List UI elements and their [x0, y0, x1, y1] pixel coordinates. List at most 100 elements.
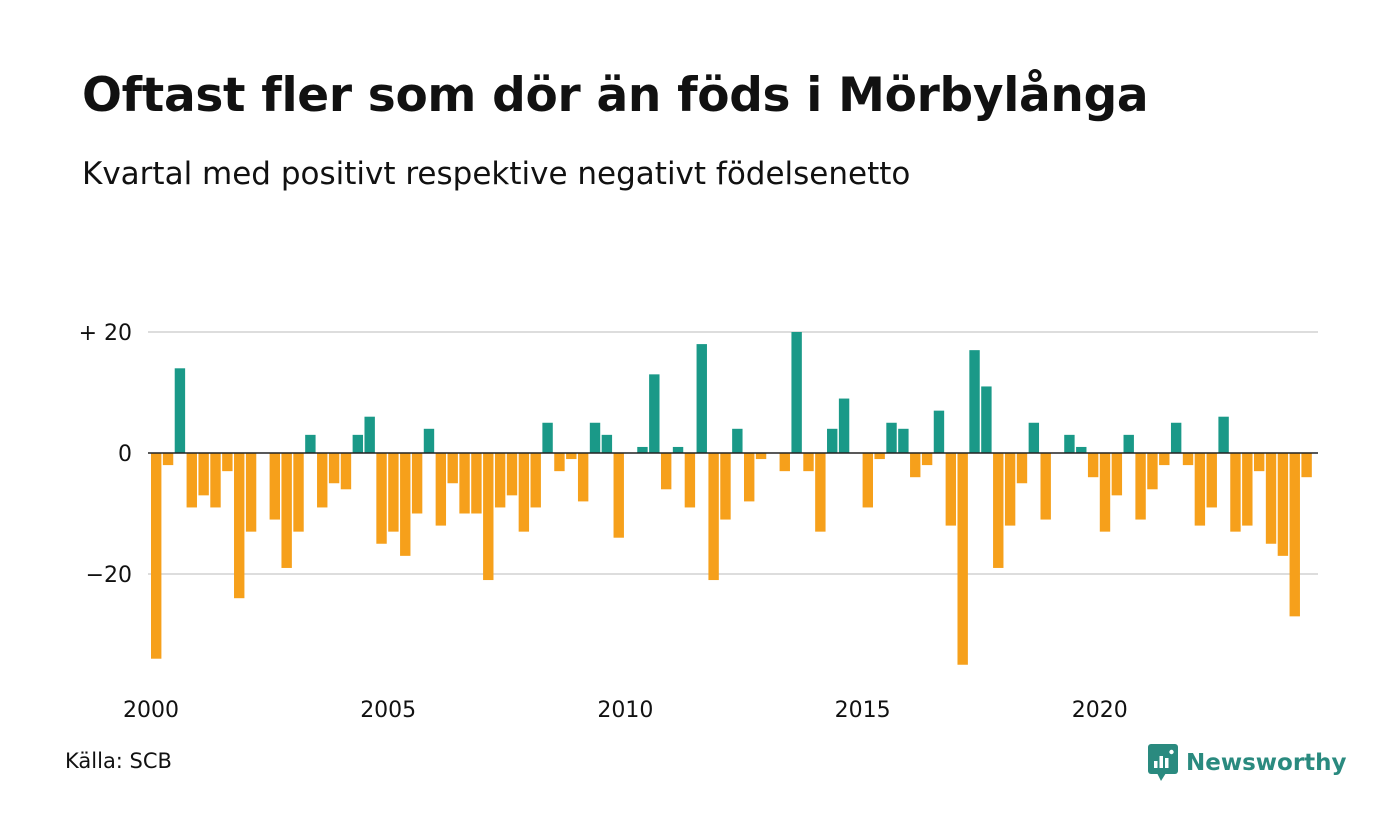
bar-positive: [352, 434, 364, 453]
bar-negative: [400, 453, 411, 556]
y-tick-label: 0: [118, 442, 132, 467]
bar-negative: [566, 453, 577, 460]
bar-negative: [1301, 453, 1312, 478]
bar-positive: [423, 428, 435, 453]
bar-negative: [222, 453, 233, 472]
bar-negative: [1099, 453, 1111, 532]
x-tick-label: 2020: [1072, 698, 1128, 723]
bar-positive: [637, 446, 648, 453]
bar-negative: [210, 453, 221, 508]
bar-positive: [1064, 434, 1075, 453]
bar-negative: [328, 453, 340, 484]
bar-negative: [494, 453, 506, 508]
bar-positive: [696, 344, 707, 453]
bar-negative: [957, 453, 968, 665]
bar-positive: [589, 422, 601, 453]
x-tick-label: 2005: [360, 698, 416, 723]
bar-positive: [898, 428, 909, 453]
x-tick-label: 2010: [597, 698, 653, 723]
bar-negative: [234, 453, 245, 599]
bar-negative: [554, 453, 565, 472]
bar-positive: [838, 398, 850, 453]
bar-negative: [281, 453, 292, 568]
bar-negative: [530, 453, 541, 508]
bar-negative: [1004, 453, 1016, 526]
bar-negative: [1159, 453, 1170, 466]
bar-positive: [981, 386, 992, 453]
bar-positive: [305, 434, 316, 453]
bar-negative: [388, 453, 399, 532]
bar-negative: [1194, 453, 1206, 526]
bar-negative: [435, 453, 447, 526]
bar-positive: [969, 350, 980, 453]
bar-negative: [269, 453, 280, 520]
bar-negative: [613, 453, 624, 538]
bar-positive: [1123, 434, 1134, 453]
x-tick-label: 2000: [123, 698, 179, 723]
bar-positive: [542, 422, 553, 453]
x-tick-label: 2015: [835, 698, 891, 723]
bar-negative: [708, 453, 719, 581]
bar-negative: [411, 453, 423, 514]
bar-negative: [1182, 453, 1194, 466]
bar-negative: [1265, 453, 1277, 544]
bar-negative: [340, 453, 352, 490]
chart-subtitle: Kvartal med positivt respektive negativt…: [82, 156, 911, 192]
bar-negative: [803, 453, 814, 472]
bar-negative: [506, 453, 518, 496]
bar-negative: [1111, 453, 1123, 496]
bar-negative: [744, 453, 755, 502]
bar-negative: [293, 453, 304, 532]
bar-negative: [1016, 453, 1028, 484]
newsworthy-logo-icon: [1148, 744, 1178, 781]
bar-negative: [910, 453, 921, 478]
bar-negative: [459, 453, 470, 514]
bar-positive: [1076, 446, 1087, 453]
chart-title: Oftast fler som dör än föds i Mörbylånga: [82, 68, 1149, 123]
bar-negative: [945, 453, 957, 526]
bar-positive: [601, 434, 613, 453]
bar-negative: [186, 453, 197, 508]
bar-positive: [364, 416, 375, 453]
bar-positive: [791, 332, 802, 453]
x-axis-labels: 2000 2005 2010 2015 2020: [123, 698, 1128, 723]
bar-negative: [1230, 453, 1241, 532]
bar-negative: [1253, 453, 1265, 472]
bar-negative: [684, 453, 696, 508]
bar-negative: [471, 453, 482, 514]
y-axis-labels: + 20 0 −20: [79, 321, 132, 588]
bar-negative: [1242, 453, 1253, 526]
bar-positive: [672, 446, 684, 453]
bar-negative: [660, 453, 672, 490]
bar-negative: [1206, 453, 1217, 508]
bar-positive: [1028, 422, 1040, 453]
bar-positive: [933, 410, 945, 453]
bar-negative: [483, 453, 494, 581]
bar-negative: [376, 453, 387, 544]
bar-negative: [1135, 453, 1146, 520]
bar-negative: [1289, 453, 1300, 617]
bar-negative: [577, 453, 589, 502]
bar-positive: [1218, 416, 1229, 453]
bar-negative: [162, 453, 174, 466]
bars: [151, 332, 1312, 665]
bar-negative: [1040, 453, 1051, 520]
bar-negative: [815, 453, 826, 532]
bar-positive: [827, 428, 838, 453]
bar-negative: [447, 453, 458, 484]
bar-positive: [732, 428, 743, 453]
source-note: Källa: SCB: [65, 749, 172, 773]
bar-negative: [198, 453, 209, 496]
bar-negative: [779, 453, 790, 472]
bar-negative: [1147, 453, 1158, 490]
bar-negative: [518, 453, 530, 532]
bar-negative: [921, 453, 933, 466]
y-tick-label: + 20: [79, 321, 132, 346]
bar-chart: + 20 0 −20 2000 2005 2010 2015 2020: [79, 321, 1318, 723]
bar-negative: [151, 453, 162, 659]
brand-logo[interactable]: Newsworthy: [1148, 744, 1347, 782]
bar-negative: [874, 453, 885, 460]
bar-positive: [174, 368, 186, 453]
bar-negative: [1087, 453, 1099, 478]
bar-negative: [245, 453, 257, 532]
